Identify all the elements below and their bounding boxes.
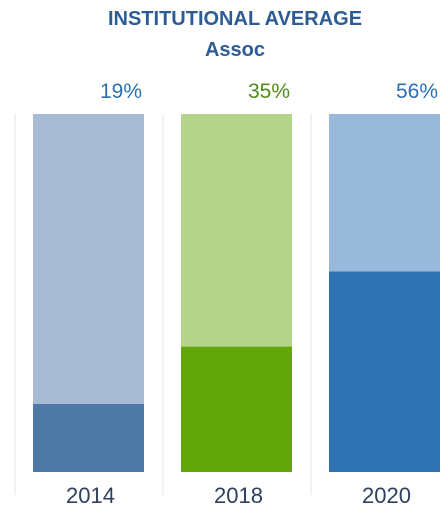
value-label-2014: 19% (100, 80, 142, 103)
bar-2018 (181, 346, 292, 472)
category-label-2014: 2014 (66, 483, 115, 508)
chart-subtitle: Assoc (204, 39, 266, 61)
value-label-2020: 56% (396, 80, 438, 103)
chart-title: INSTITUTIONAL AVERAGE (107, 8, 363, 30)
bar-2020 (329, 271, 440, 472)
value-label-2018: 35% (248, 80, 290, 103)
category-label-2020: 2020 (362, 483, 411, 508)
category-label-2018: 2018 (214, 483, 263, 508)
bar-2014 (33, 403, 144, 472)
